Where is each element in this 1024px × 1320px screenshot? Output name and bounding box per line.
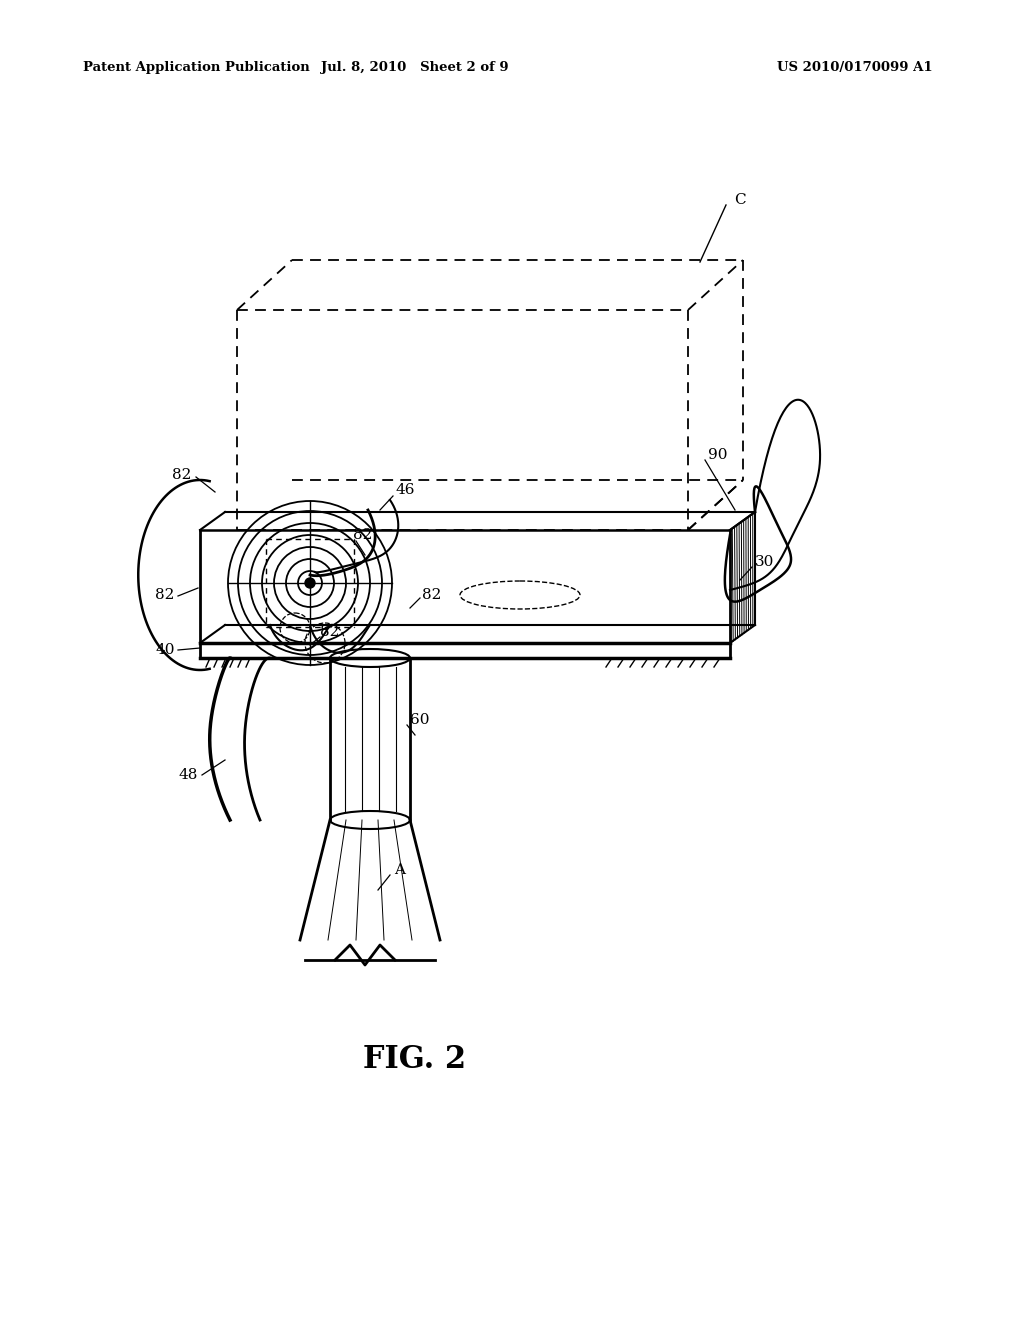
Text: 82: 82 [321,624,340,639]
Text: A: A [394,863,406,876]
Text: 82: 82 [353,528,373,543]
Text: Jul. 8, 2010   Sheet 2 of 9: Jul. 8, 2010 Sheet 2 of 9 [322,62,509,74]
Text: 46: 46 [395,483,415,498]
Text: Patent Application Publication: Patent Application Publication [83,62,309,74]
Text: 48: 48 [178,768,198,781]
Text: 82: 82 [156,587,175,602]
Text: 90: 90 [709,447,728,462]
Circle shape [305,578,315,587]
Text: 82: 82 [172,469,191,482]
Text: 30: 30 [756,554,775,569]
Text: 82: 82 [422,587,441,602]
Text: 40: 40 [156,643,175,657]
Text: US 2010/0170099 A1: US 2010/0170099 A1 [777,62,933,74]
Text: FIG. 2: FIG. 2 [364,1044,467,1076]
Text: 60: 60 [411,713,430,727]
Text: C: C [734,193,745,207]
